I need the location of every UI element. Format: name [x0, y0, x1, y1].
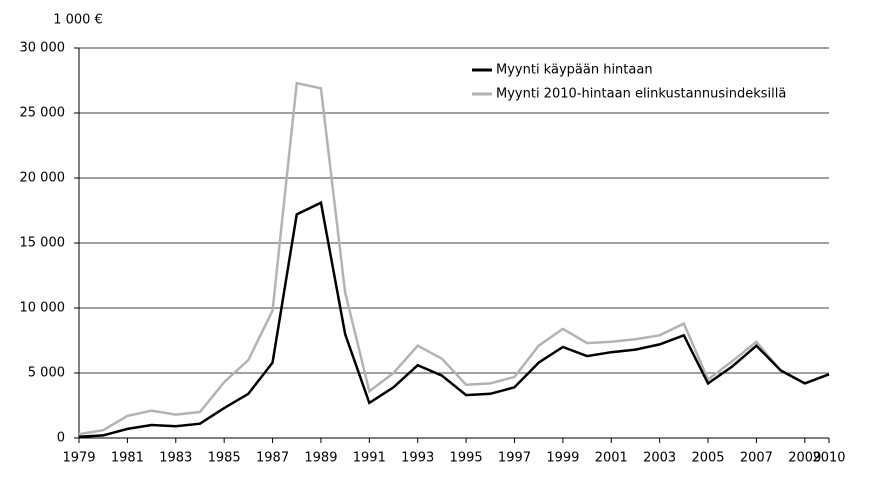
- y-tick-label: 0: [57, 431, 65, 446]
- y-tick-label: 10 000: [20, 301, 66, 316]
- x-tick-label: 2007: [740, 451, 773, 466]
- series-line: [78, 81, 830, 436]
- y-tick-label: 20 000: [20, 171, 66, 186]
- x-tick-label: 1997: [498, 451, 531, 466]
- x-tick-label: 1981: [111, 451, 144, 466]
- x-tick-label: 1991: [353, 451, 386, 466]
- x-tick-label: 1983: [159, 451, 192, 466]
- x-tick-label: 1979: [62, 451, 95, 466]
- y-axis-label: 1 000 €: [53, 13, 103, 28]
- legend-label: Myynti käypään hintaan: [496, 63, 653, 78]
- x-tick-label: 1993: [401, 451, 434, 466]
- legend-label: Myynti 2010-hintaan elinkustannusindeksi…: [496, 87, 786, 102]
- x-tick-label: 2010: [812, 451, 845, 466]
- y-tick-label: 25 000: [20, 106, 66, 121]
- y-tick-label: 30 000: [20, 41, 66, 56]
- x-tick-label: 1989: [304, 451, 337, 466]
- y-tick-label: 5 000: [28, 366, 65, 381]
- x-tick-label: 2003: [643, 451, 676, 466]
- x-tick-label: 1995: [450, 451, 483, 466]
- x-tick-label: 1987: [256, 451, 289, 466]
- x-tick-label: 1985: [208, 451, 241, 466]
- x-tick-label: 1999: [546, 451, 579, 466]
- y-tick-label: 15 000: [20, 236, 66, 251]
- x-tick-label: 2005: [691, 451, 724, 466]
- series-line: [78, 200, 830, 438]
- x-tick-label: 2001: [595, 451, 628, 466]
- x-tick-label: 2009: [788, 451, 821, 466]
